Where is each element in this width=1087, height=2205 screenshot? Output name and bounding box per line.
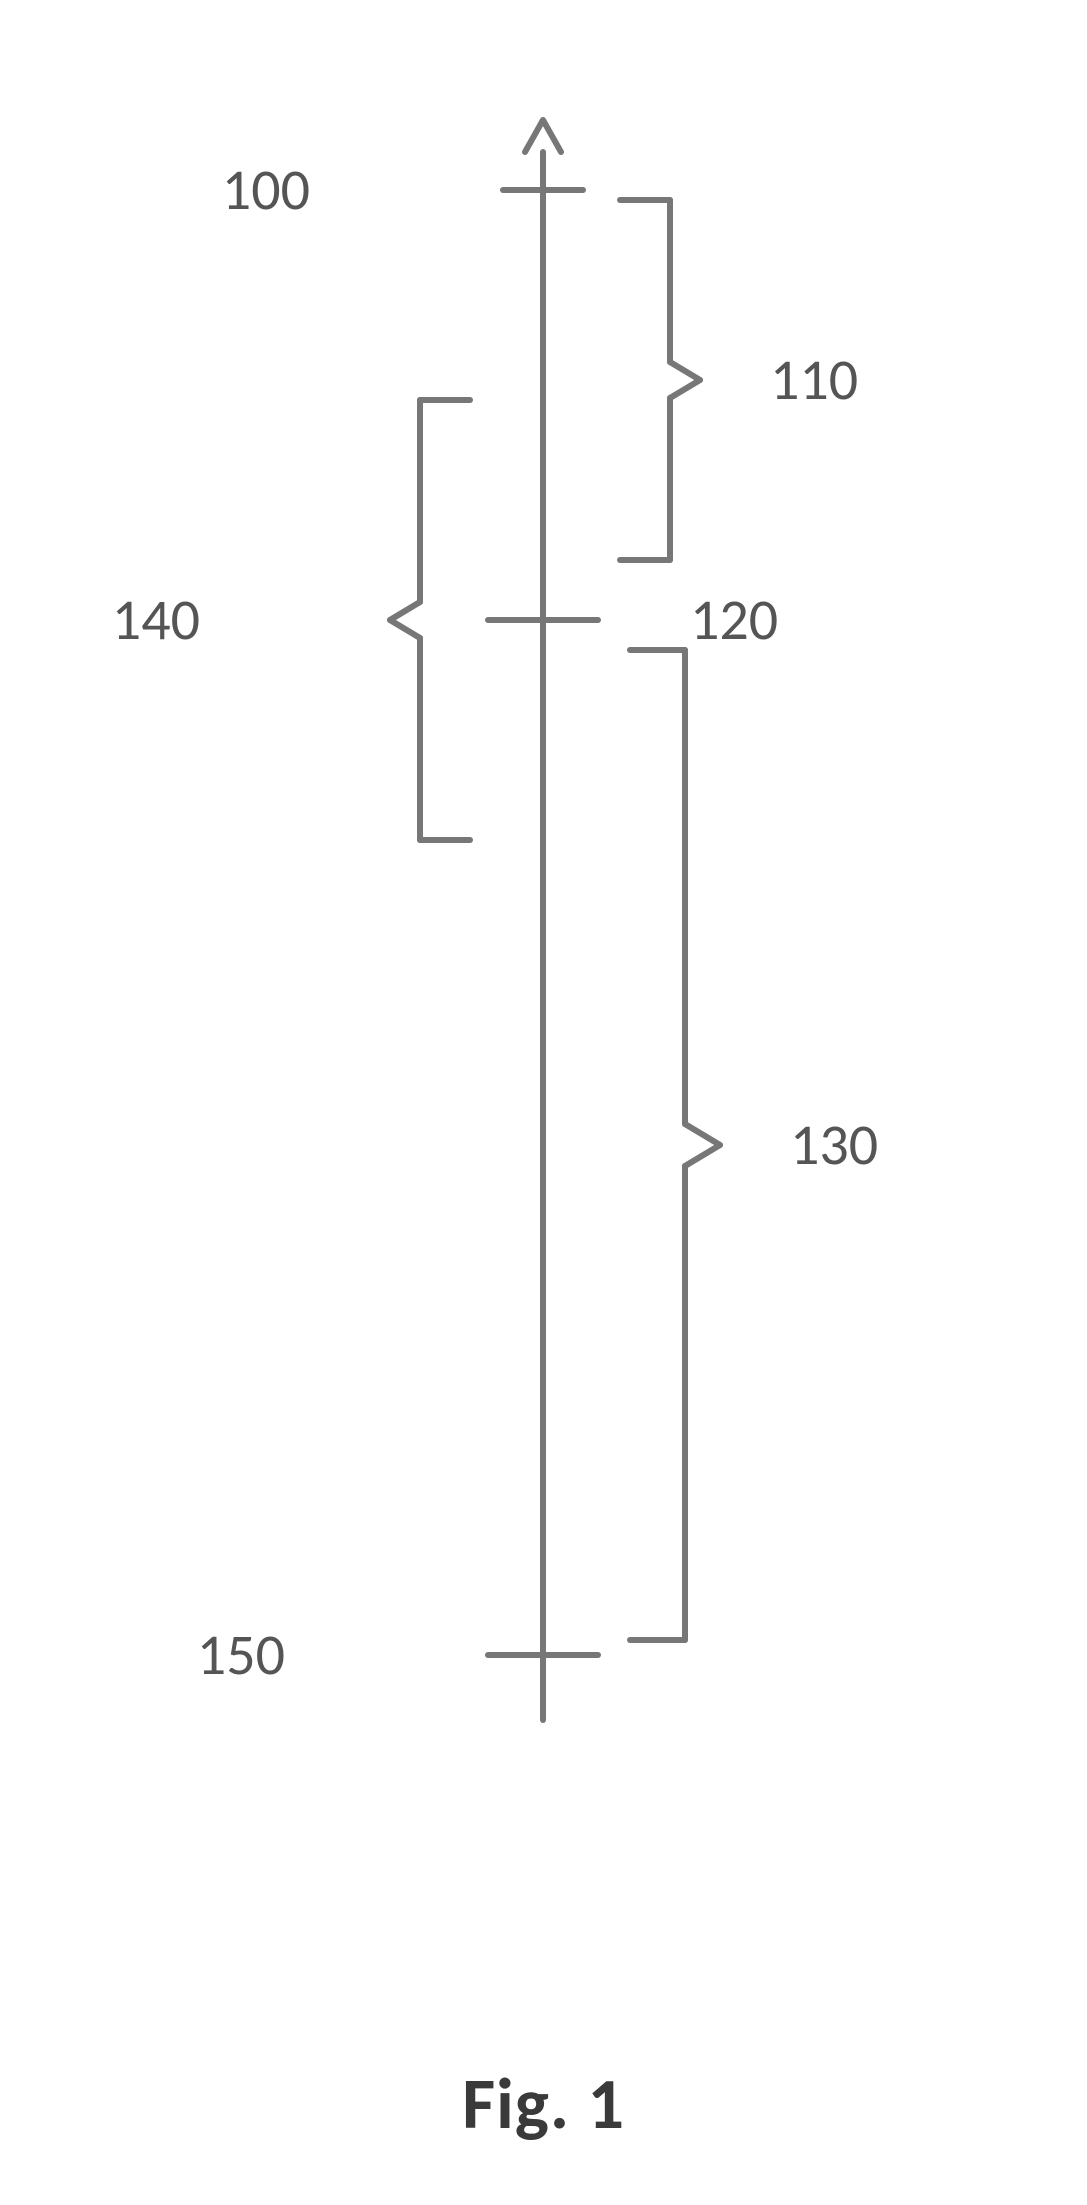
diagram-svg [0,0,1087,2205]
label-130: 130 [790,1116,878,1174]
figure-1: 100 120 150 110 130 140 Fig. 1 [0,0,1087,2205]
label-120: 120 [690,591,778,649]
label-100: 100 [0,161,310,219]
label-150: 150 [0,1626,285,1684]
figure-caption: Fig. 1 [0,2060,1087,2148]
label-110: 110 [770,351,858,409]
label-140: 140 [0,591,200,649]
